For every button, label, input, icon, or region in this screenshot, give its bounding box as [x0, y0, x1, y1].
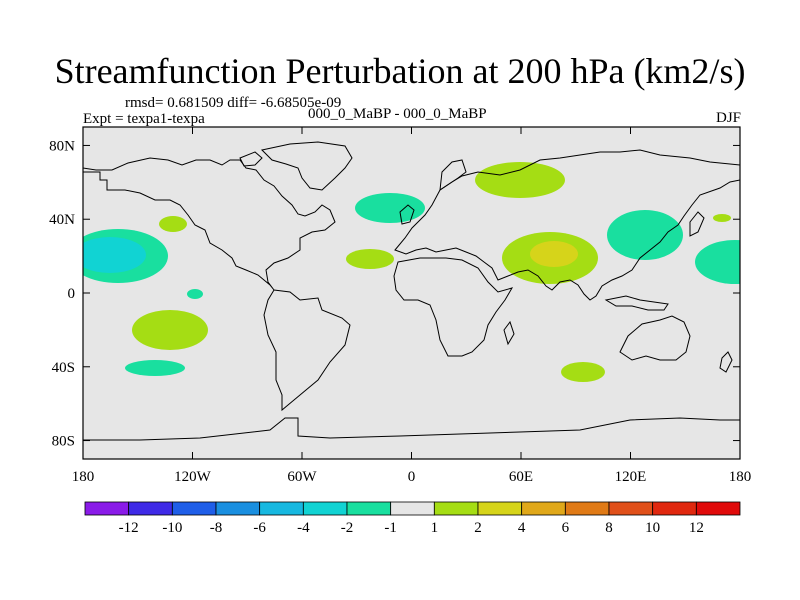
coastline-madagascar	[503, 320, 515, 346]
y-tick-label: 80S	[52, 434, 75, 450]
colorbar-swatch	[302, 501, 348, 516]
contour-positive-region	[713, 214, 731, 222]
colorbar-label: 2	[474, 520, 482, 536]
coastline-indonesia	[604, 295, 669, 311]
coastline-australia	[619, 315, 691, 361]
coastlines	[83, 141, 740, 441]
colorbar-label: -1	[384, 520, 397, 536]
contour-negative-region	[125, 360, 185, 376]
coastline-greenland	[260, 141, 353, 191]
contour-positive-region	[159, 216, 187, 232]
colorbar-swatch	[259, 501, 304, 516]
colorbar-swatch	[433, 501, 479, 516]
x-tick-label: 120E	[615, 469, 647, 485]
contour-positive-core	[530, 241, 578, 267]
colorbar-swatch	[695, 501, 741, 516]
colorbar-label: -12	[119, 520, 139, 536]
colorbar-label: -8	[210, 520, 223, 536]
colorbar-label: -6	[253, 520, 266, 536]
y-axis-ticks: 80N 40N 0 40S 80S	[49, 138, 740, 450]
x-tick-label: 60W	[287, 469, 317, 485]
colorbar-swatch	[564, 501, 610, 516]
x-tick-label: 120W	[174, 469, 212, 485]
contour-positive-region	[346, 249, 394, 269]
colorbar-swatch	[390, 501, 435, 516]
contour-negative-region	[187, 289, 203, 299]
colorbar-label: 10	[645, 520, 660, 536]
contour-negative-region	[607, 210, 683, 260]
coastline-antarctica	[83, 417, 740, 441]
colorbar-label: 1	[431, 520, 439, 536]
colorbar-swatch	[171, 501, 217, 516]
colorbar-swatch	[215, 501, 261, 516]
cases-line: 000_0_MaBP - 000_0_MaBP	[308, 106, 487, 122]
contour-negative-core	[83, 237, 146, 273]
coastline-africa	[393, 257, 514, 357]
contour-negative-region	[695, 240, 740, 284]
coastline-scandinavia	[439, 159, 467, 192]
coastline-eurasia	[394, 149, 740, 301]
x-tick-label: 180	[72, 469, 95, 485]
contour-positive-region	[561, 362, 605, 382]
colorbar-swatch	[346, 501, 392, 516]
coastline-japan	[689, 211, 705, 237]
x-tick-label: 180	[729, 469, 752, 485]
colorbar-swatch	[608, 501, 654, 516]
coastline-north-america	[83, 157, 336, 291]
colorbar: -12 -10 -8 -6 -4 -2 -1 1 2 4 6 8 10 12	[84, 501, 741, 536]
stats-line: rmsd= 0.681509 diff= -6.68505e-09	[125, 95, 342, 111]
colorbar-label: -10	[162, 520, 182, 536]
experiment-line: Expt = texpa1-texpa	[83, 111, 205, 127]
contour-positive-region	[475, 162, 565, 198]
colorbar-label: 4	[518, 520, 526, 536]
x-tick-label: 60E	[509, 469, 533, 485]
season-label: DJF	[715, 110, 741, 126]
colorbar-swatch	[521, 501, 566, 516]
contour-positive-region	[132, 310, 208, 350]
colorbar-label: -2	[341, 520, 354, 536]
colorbar-label: 12	[689, 520, 704, 536]
colorbar-swatch	[128, 501, 173, 516]
coastline-south-america	[263, 289, 351, 412]
colorbar-label: -4	[297, 520, 310, 536]
contour-fills	[83, 162, 740, 382]
coastline-arctic-island	[239, 151, 263, 167]
plot-background	[83, 127, 740, 459]
y-tick-label: 0	[68, 286, 76, 302]
x-axis-ticks: 180 120W 60W 0 60E 120E 180	[72, 127, 752, 485]
colorbar-label: 6	[562, 520, 570, 536]
x-tick-label: 0	[408, 469, 416, 485]
y-tick-label: 40S	[52, 360, 75, 376]
colorbar-swatch	[477, 501, 523, 516]
contour-negative-region	[355, 193, 425, 223]
coastline-uk	[399, 204, 415, 225]
colorbar-swatch	[652, 501, 697, 516]
coastline-new-zealand	[719, 351, 733, 373]
colorbar-swatch	[84, 501, 130, 516]
map-title: Streamfunction Perturbation at 200 hPa (…	[54, 51, 746, 91]
colorbar-label: 8	[605, 520, 613, 536]
y-tick-label: 40N	[49, 212, 75, 228]
y-tick-label: 80N	[49, 138, 75, 154]
